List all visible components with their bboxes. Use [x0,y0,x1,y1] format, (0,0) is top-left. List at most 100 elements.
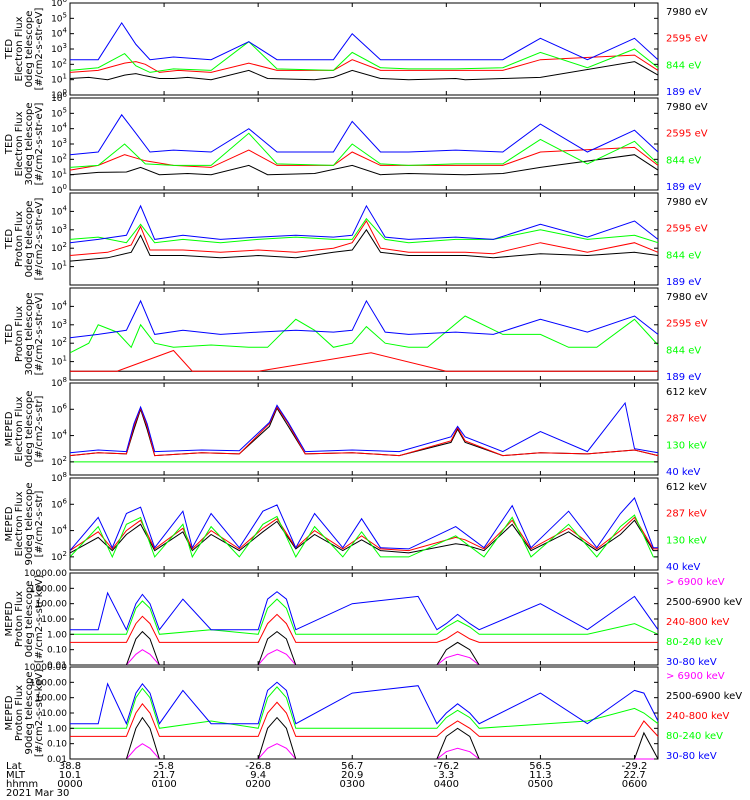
series-line [69,519,658,554]
y-axis-label: MEPED [4,601,15,636]
panel-frame [69,97,659,191]
y-tick-label: 106 [51,402,67,415]
y-tick-label: 106 [51,497,67,510]
y-tick-label: 103 [51,318,67,331]
panel-8: 0.01 0.10 1.00 10.00 100.00 1000.00 10000.00 ME… [4,663,742,765]
y-axis-label: 30deg telescope [24,102,35,185]
panel-frame [69,287,659,381]
y-axis-label: [#/cm2-s-str-keV] [34,575,45,663]
series-line [69,132,659,168]
footer-lat-value: -26.8 [245,761,271,772]
legend-entry: 189 eV [666,372,701,383]
series-line [70,591,659,631]
legend-entry: > 6900 keV [666,577,725,588]
panel-frame [69,666,659,760]
y-tick-label: 100.00 [36,694,68,704]
legend-entry: 844 eV [666,155,701,166]
series-line [69,401,659,454]
y-axis-label: 0deg telescope [24,391,35,468]
legend-entry: 30-80 keV [666,751,717,762]
footer-row-label: MLT [6,770,26,781]
y-tick-label: 10.00 [41,615,67,625]
y-tick-label: 101 [51,355,67,368]
y-tick-label: 1000.00 [30,584,67,594]
y-axis-label: [#/cm2-s-str-eV] [34,8,45,91]
legend-entry: 287 keV [666,509,707,520]
panel-frame [69,192,659,286]
panel-frame [69,382,659,476]
y-tick-label: 104 [51,122,67,135]
legend-entry: 844 eV [666,60,701,71]
y-axis-label: TED [4,39,15,60]
series-line [70,21,659,61]
y-axis-label: [#/cm2-s-str-eV] [34,103,45,186]
series-line [70,743,658,760]
y-tick-label: 104 [51,429,67,442]
y-tick-label: 102 [51,152,67,165]
y-tick-label: 10000.00 [24,569,67,579]
panel-5: 102 104 106 108 MEPED Electron Flux 0deg teles… [4,376,707,478]
y-axis-label: MEPED [4,411,15,446]
series-line [70,613,658,643]
y-tick-label: 105 [51,11,67,24]
series-line [70,686,659,729]
y-tick-label: 103 [51,223,67,236]
legend-entry: 7980 eV [666,197,708,208]
series-line [69,299,659,339]
footer-mlt-value: 9.4 [250,770,266,781]
y-tick-label: 105 [51,106,67,119]
series-line [69,113,659,156]
footer-mlt-value: 3.3 [438,770,454,781]
y-tick-label: 103 [51,42,67,55]
footer-mlt-value: 10.1 [59,770,81,781]
y-tick-label: 0.01 [47,661,67,671]
y-tick-label: 106 [51,0,67,9]
series-line [70,598,659,635]
y-tick-label: 101 [51,73,67,86]
legend-entry: 2500-6900 keV [666,597,742,608]
legend-entry: 2595 eV [666,34,708,45]
footer-lat-value: -29.2 [622,761,648,772]
series-line [69,41,659,73]
legend-entry: 287 keV [666,414,707,425]
y-axis-label: 0deg telescope [24,201,35,278]
panel-4: 101 102 103 104 TED Proton Flux 30deg telescop… [4,287,708,383]
y-tick-label: 108 [51,471,67,484]
y-axis-label: Proton Flux [14,306,25,362]
legend-entry: 844 eV [666,250,701,261]
y-axis-label: Electron Flux [14,491,25,556]
footer-lat-value: 38.8 [59,761,81,772]
footer-lat-value: 56.5 [529,761,551,772]
panel-frame [69,2,659,96]
y-tick-label: 100 [51,183,67,196]
y-axis-label: 30deg telescope [24,292,35,375]
y-tick-label: 0.10 [47,646,67,656]
legend-entry: 130 keV [666,535,707,546]
series-line [70,716,659,760]
series-line [69,61,659,81]
footer-mlt-value: 21.7 [153,770,175,781]
y-axis-label: [#/cm2-s-str-keV] [34,669,45,757]
y-axis-label: Proton Flux [14,685,25,741]
y-tick-label: 101 [51,260,67,273]
y-axis-label: [#/cm2-s-str] [34,490,45,557]
y-tick-label: 102 [51,336,67,349]
y-axis-label: [#/cm2-s-str-eV] [34,293,45,376]
y-axis-label: MEPED [4,506,15,541]
y-axis-label: TED [4,324,15,345]
y-axis-label: 90deg telescope [24,671,35,754]
series-line [69,217,659,244]
y-tick-label: 0.01 [47,755,67,765]
legend-entry: 30-80 keV [666,657,717,668]
series-line [69,497,658,551]
y-tick-label: 103 [51,137,67,150]
panel-frame [69,572,659,666]
series-line [69,514,658,559]
series-line [69,220,659,256]
legend-entry: 130 keV [666,440,707,451]
legend-entry: 189 eV [666,87,701,98]
y-tick-label: 102 [51,455,67,468]
legend-entry: 612 keV [666,387,707,398]
y-tick-label: 104 [51,524,67,537]
